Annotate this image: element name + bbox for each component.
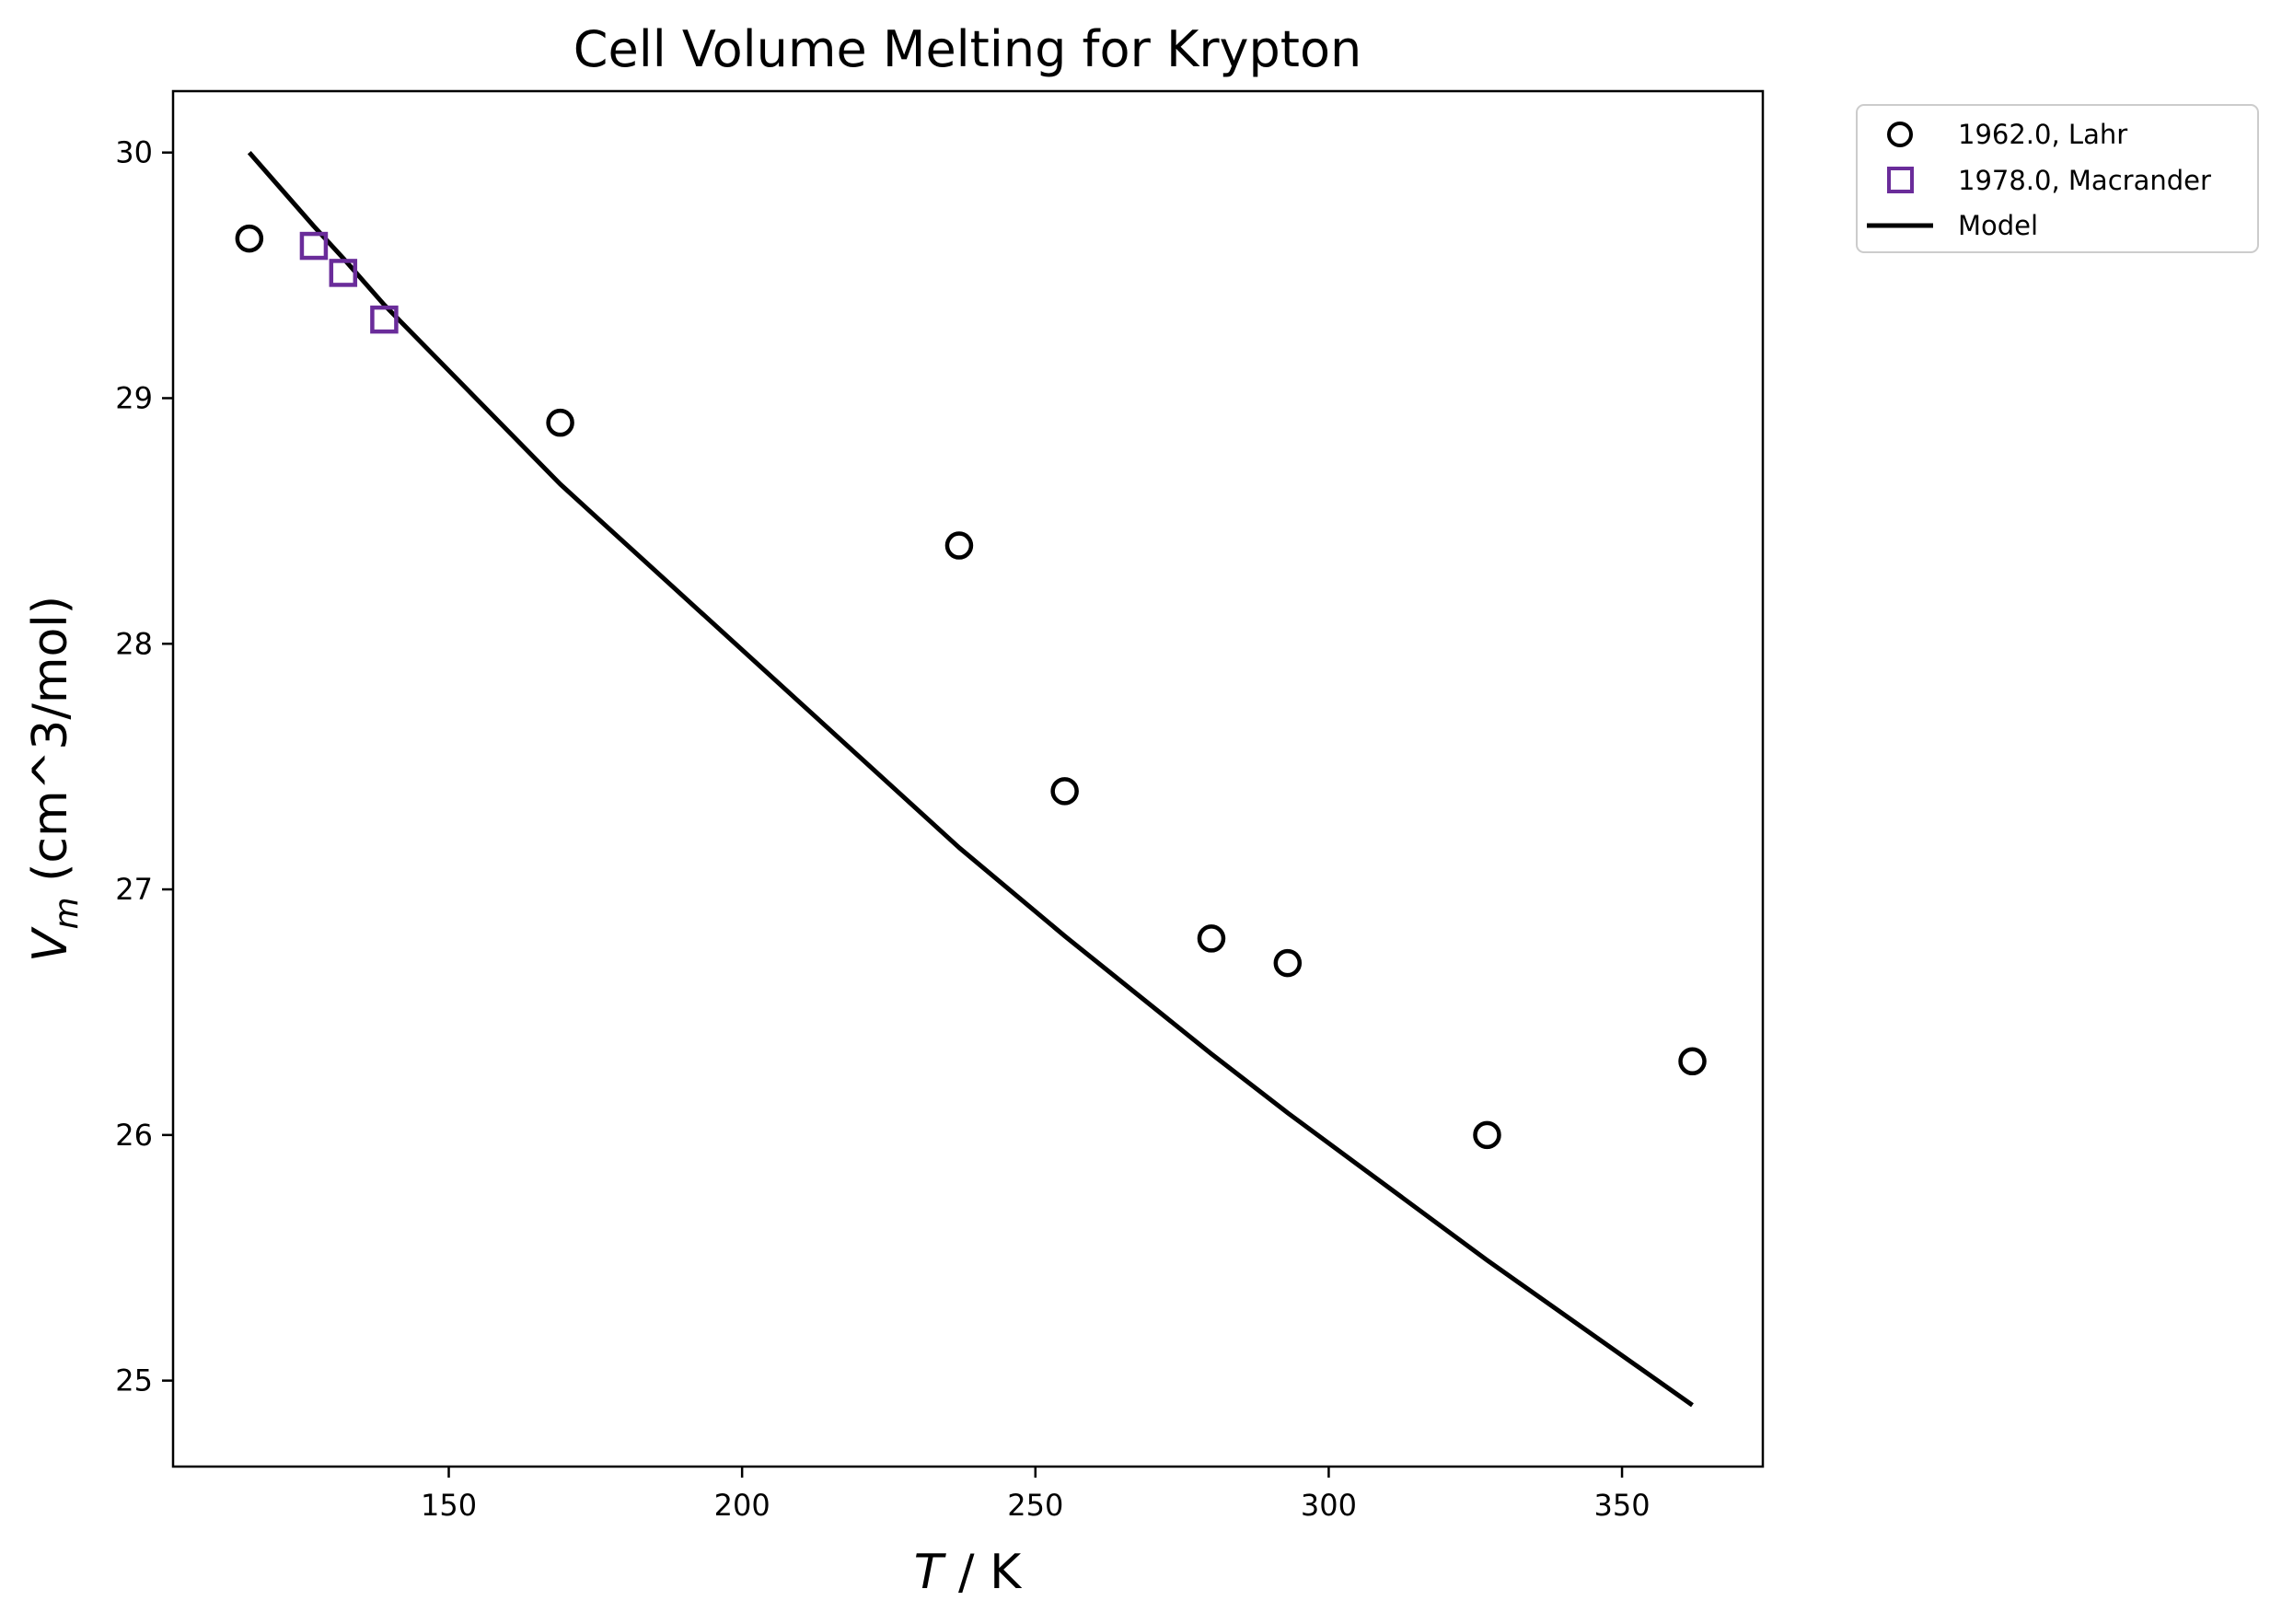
legend-label-lahr: 1962.0, Lahr <box>1958 119 2127 150</box>
y-axis-label: Vm (cm^3/mol) <box>23 596 86 962</box>
lahr-point <box>1197 924 1226 953</box>
lahr-point <box>235 224 264 253</box>
y-tick-label: 25 <box>115 1363 153 1398</box>
x-tick-label: 350 <box>1594 1488 1651 1523</box>
y-tick-label: 30 <box>115 135 153 170</box>
macrander-point <box>299 231 329 261</box>
y-axis-unit: (cm^3/mol) <box>23 596 78 897</box>
y-axis-subscript: m <box>48 897 86 929</box>
legend: 1962.0, Lahr 1978.0, Macrander Model <box>1856 104 2259 253</box>
x-axis-symbol: T <box>914 1545 947 1600</box>
legend-label-macrander: 1978.0, Macrander <box>1958 165 2211 196</box>
x-axis-unit: / K <box>944 1545 1024 1600</box>
y-tick-label: 27 <box>115 872 153 907</box>
x-tick-label: 200 <box>714 1488 770 1523</box>
lahr-point <box>1273 948 1303 978</box>
lahr-point <box>944 531 974 560</box>
model-line <box>247 151 1694 1408</box>
lahr-point <box>1678 1047 1707 1076</box>
lahr-point <box>546 408 574 437</box>
y-tick-label: 26 <box>115 1118 153 1153</box>
plot-frame <box>171 89 1765 1468</box>
x-axis-label: T / K <box>914 1545 1023 1600</box>
y-axis: 25 26 27 28 29 30 <box>115 135 173 1398</box>
lahr-point <box>1050 777 1079 806</box>
x-tick-label: 150 <box>421 1488 477 1523</box>
chart-title: Cell Volume Melting for Krypton <box>573 20 1361 78</box>
lahr-point <box>1473 1120 1501 1150</box>
y-tick-label: 28 <box>115 626 153 661</box>
legend-square-marker <box>1887 167 1914 193</box>
y-axis-symbol: V <box>23 926 78 962</box>
legend-box <box>1856 104 2259 253</box>
legend-label-model: Model <box>1958 210 2038 241</box>
plot-area <box>235 151 1707 1408</box>
x-tick-label: 300 <box>1301 1488 1357 1523</box>
x-tick-label: 250 <box>1007 1488 1063 1523</box>
x-axis: 150 200 250 300 350 <box>421 1467 1651 1523</box>
y-tick-label: 29 <box>115 380 153 415</box>
macrander-point <box>370 305 399 334</box>
macrander-point <box>329 259 358 287</box>
legend-circle-marker <box>1887 122 1913 147</box>
